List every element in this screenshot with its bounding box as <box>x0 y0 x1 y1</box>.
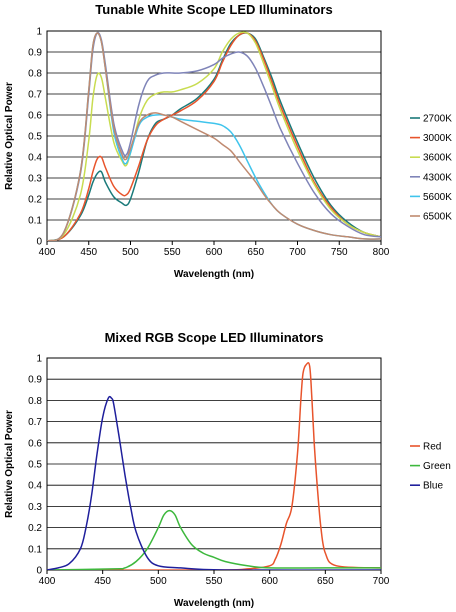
x-tick-label: 700 <box>289 247 306 258</box>
series-line-blue <box>47 395 381 570</box>
y-tick-label: 0.4 <box>28 153 42 164</box>
chart-1: Tunable White Scope LED Illuminators 0 0.1… <box>4 2 452 280</box>
legend-label-3600k: 3600K <box>423 153 452 164</box>
y-tick-label: 0.2 <box>28 523 42 534</box>
y-tick-label: 0.2 <box>28 195 42 206</box>
x-tick-label: 450 <box>80 247 97 258</box>
y-tick-label: 0.6 <box>28 111 42 122</box>
y-tick-label: 0.8 <box>28 69 42 80</box>
legend-label-2700k: 2700K <box>423 114 452 125</box>
x-tick-label: 550 <box>164 247 181 258</box>
series-line-3000k <box>47 31 381 241</box>
legend-label-red: Red <box>423 442 441 453</box>
x-tick-label: 750 <box>331 247 348 258</box>
legend-label-4300k: 4300K <box>423 172 452 183</box>
series-line-2700k <box>47 32 381 241</box>
x-tick-label: 600 <box>206 247 223 258</box>
y-tick-label: 0.9 <box>28 48 42 59</box>
y-tick-label: 0.7 <box>28 90 42 101</box>
x-tick-label: 800 <box>373 247 390 258</box>
legend-label-green: Green <box>423 461 451 472</box>
x-tick-label: 450 <box>94 576 111 587</box>
y-tick-label: 0.6 <box>28 438 42 449</box>
y-tick-label: 0.3 <box>28 502 42 513</box>
series-line-green <box>47 509 381 570</box>
y-tick-label: 0.5 <box>28 132 42 143</box>
legend-label-blue: Blue <box>423 481 443 492</box>
y-tick-label: 0.1 <box>28 544 42 555</box>
series-line-red <box>47 362 381 570</box>
y-tick-label: 0 <box>36 237 42 248</box>
legend-label-3000k: 3000K <box>423 133 452 144</box>
legend-label-5600k: 5600K <box>423 192 452 203</box>
y-tick-label: 1 <box>36 27 42 38</box>
y-tick-label: 0.5 <box>28 460 42 471</box>
y-tick-label: 0.7 <box>28 417 42 428</box>
x-tick-label: 650 <box>317 576 334 587</box>
x-axis-label: Wavelength (nm) <box>174 598 254 609</box>
x-axis-label: Wavelength (nm) <box>174 269 254 280</box>
y-tick-label: 0.9 <box>28 375 42 386</box>
chart-title: Tunable White Scope LED Illuminators <box>95 2 332 17</box>
series-line-6500k <box>47 32 381 241</box>
x-tick-label: 500 <box>122 247 139 258</box>
y-axis-label: Relative Optical Power <box>4 82 15 190</box>
y-tick-label: 0.8 <box>28 396 42 407</box>
x-tick-label: 400 <box>39 576 56 587</box>
x-tick-label: 400 <box>39 247 56 258</box>
x-tick-label: 700 <box>373 576 390 587</box>
x-tick-label: 600 <box>261 576 278 587</box>
legend-label-6500k: 6500K <box>423 212 452 223</box>
y-tick-label: 1 <box>36 354 42 365</box>
x-tick-label: 500 <box>150 576 167 587</box>
y-tick-label: 0.3 <box>28 174 42 185</box>
chart-title: Mixed RGB Scope LED Illuminators <box>105 330 324 345</box>
y-axis-label: Relative Optical Power <box>4 410 15 518</box>
y-tick-label: 0.1 <box>28 216 42 227</box>
y-tick-label: 0 <box>36 566 42 577</box>
chart-2: Mixed RGB Scope LED Illuminators 0 0.1 0.2 0… <box>4 330 451 609</box>
x-tick-label: 550 <box>206 576 223 587</box>
y-tick-label: 0.4 <box>28 481 42 492</box>
x-tick-label: 650 <box>247 247 264 258</box>
series-line-3600k <box>47 31 381 241</box>
